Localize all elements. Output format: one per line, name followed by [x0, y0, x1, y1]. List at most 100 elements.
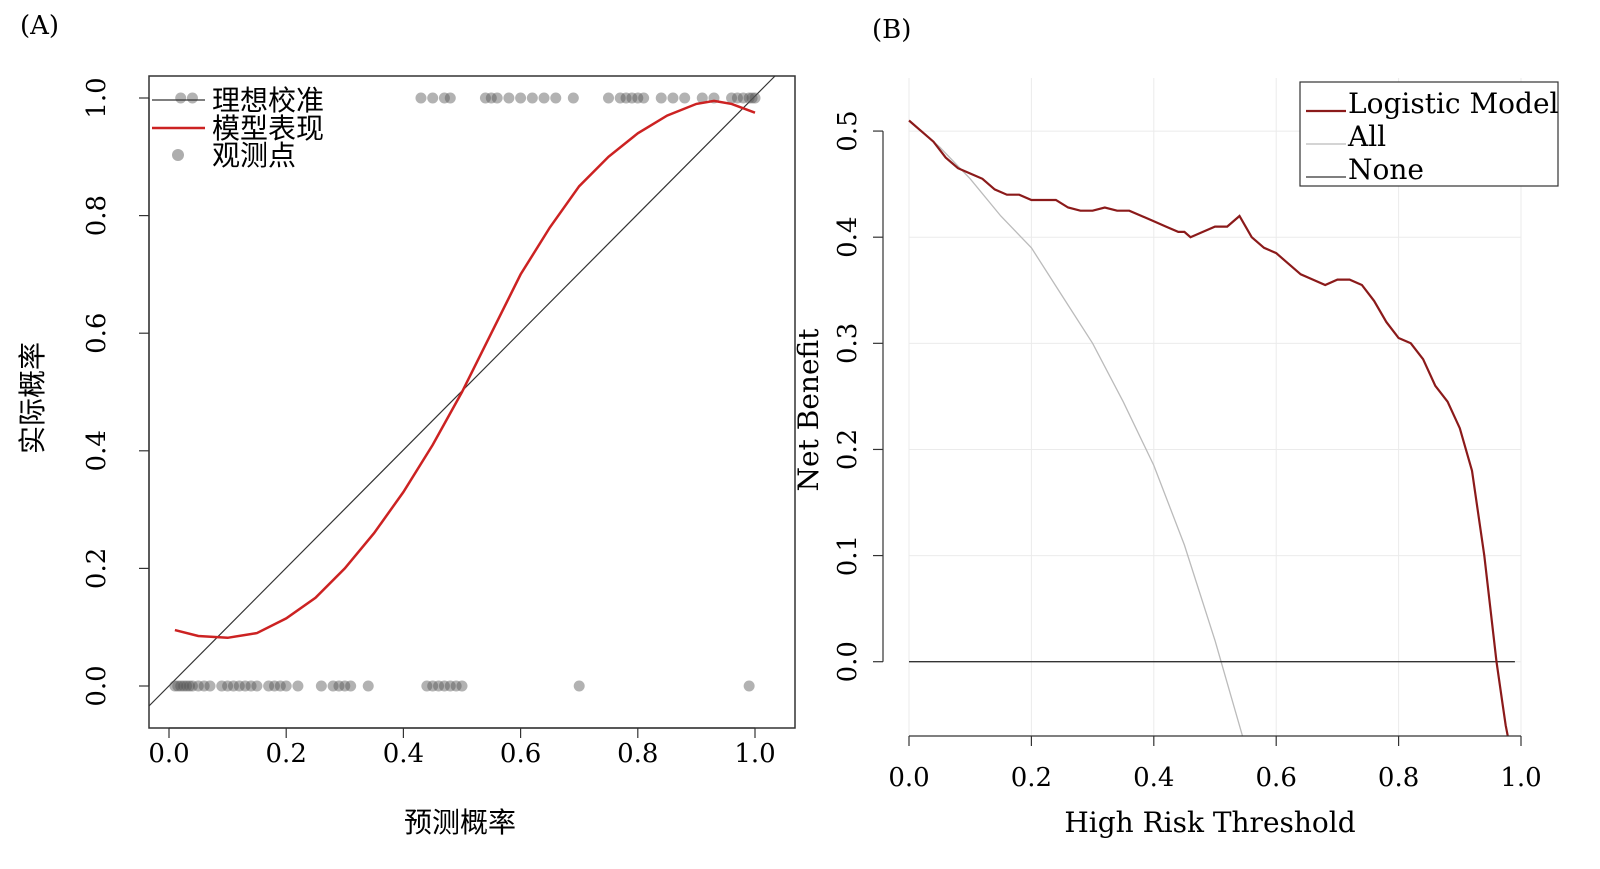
observed-point — [175, 680, 187, 692]
panel-a-x-axis: 0.0 0.2 0.4 0.6 0.8 1.0 — [148, 727, 776, 769]
panel-b-label: (B) — [872, 15, 911, 45]
panel-a-label: (A) — [20, 11, 59, 41]
observed-point — [427, 680, 439, 692]
observed-point — [538, 92, 550, 104]
panel-b-y-axis-title: Net Benefit — [792, 328, 825, 492]
observed-point — [438, 680, 450, 692]
observed-point — [175, 92, 187, 104]
observed-point — [726, 92, 738, 104]
x-tick-label: 0.4 — [383, 739, 424, 769]
observed-point — [362, 680, 374, 692]
observed-point — [679, 92, 691, 104]
observed-point — [181, 680, 193, 692]
y-tick-label: 0.6 — [82, 313, 112, 354]
all-line — [908, 120, 1244, 736]
y-tick-label: 0.8 — [82, 195, 112, 236]
observed-point — [186, 680, 198, 692]
observed-point — [216, 680, 228, 692]
x-tick-label: 0.0 — [148, 739, 189, 769]
x-tick-label: 0.8 — [617, 739, 658, 769]
observed-point — [503, 92, 515, 104]
observed-point — [198, 680, 210, 692]
observed-point — [233, 680, 245, 692]
legend-ideal-label: 理想校准 — [212, 84, 324, 117]
y-tick-label: 1.0 — [82, 77, 112, 118]
panel-a-data — [148, 75, 776, 707]
observed-point — [245, 680, 257, 692]
observed-point — [192, 680, 204, 692]
observed-point — [186, 92, 198, 104]
y-tick-label: 0.2 — [833, 429, 863, 470]
panel-b-x-axis-title: High Risk Threshold — [1064, 806, 1355, 839]
observed-point — [626, 92, 638, 104]
observed-point — [339, 680, 351, 692]
observed-point — [268, 680, 280, 692]
legend-model-label: 模型表现 — [212, 112, 324, 145]
legend-all-label: All — [1347, 120, 1386, 153]
observed-point — [655, 92, 667, 104]
y-tick-label: 0.4 — [82, 430, 112, 471]
observed-point — [251, 680, 263, 692]
observed-point — [450, 680, 462, 692]
panel-a: (A) 0.0 0.2 0.4 0.6 0.8 1.0 0.0 0.2 0.4 0.6 0.8 1.… — [16, 11, 796, 839]
observed-point — [746, 92, 758, 104]
y-tick-label: 0.5 — [833, 110, 863, 151]
y-tick-label: 0.2 — [82, 548, 112, 589]
panel-a-x-axis-title: 预测概率 — [404, 806, 516, 839]
panel-a-y-axis-title: 实际概率 — [16, 342, 49, 454]
observed-point — [749, 92, 761, 104]
observed-point — [737, 92, 749, 104]
observed-point — [485, 92, 497, 104]
observed-point — [567, 92, 579, 104]
x-tick-label: 1.0 — [734, 739, 775, 769]
panel-b-y-axis: 0.0 0.1 0.2 0.3 0.4 0.5 — [833, 110, 884, 682]
y-tick-label: 0.0 — [82, 665, 112, 706]
x-tick-label: 0.4 — [1133, 763, 1174, 793]
panel-b: (B) 0.0 0.2 0.4 0.6 0.8 1.0 0.0 0.1 0.2 0.3 0.4 0.… — [792, 15, 1559, 839]
observed-point — [603, 92, 614, 104]
x-tick-label: 0.2 — [1011, 763, 1052, 793]
x-tick-label: 1.0 — [1500, 763, 1541, 793]
observed-point — [444, 92, 456, 104]
logistic-model-line — [908, 119, 1509, 736]
legend-observed-swatch — [172, 149, 184, 161]
legend-logistic-label: Logistic Model — [1348, 87, 1559, 120]
observed-point — [433, 680, 445, 692]
observed-point — [345, 680, 357, 692]
observed-point — [456, 680, 468, 692]
observed-point — [731, 92, 743, 104]
legend-none-label: None — [1348, 153, 1424, 186]
observed-point — [327, 680, 339, 692]
x-tick-label: 0.6 — [500, 739, 541, 769]
observed-point — [184, 680, 196, 692]
panel-b-x-axis: 0.0 0.2 0.4 0.6 0.8 1.0 — [888, 735, 1542, 793]
observed-point — [227, 680, 239, 692]
observed-point — [438, 92, 450, 104]
x-tick-label: 0.8 — [1378, 763, 1419, 793]
panel-b-data — [908, 119, 1515, 736]
observed-point — [222, 680, 234, 692]
observed-point — [632, 92, 644, 104]
x-tick-label: 0.0 — [888, 763, 929, 793]
y-tick-label: 0.3 — [833, 323, 863, 364]
x-tick-label: 0.6 — [1256, 763, 1297, 793]
y-tick-label: 0.1 — [833, 535, 863, 576]
observed-point — [280, 680, 292, 692]
observed-point — [172, 680, 184, 692]
observed-point — [696, 92, 708, 104]
observed-point — [573, 680, 585, 692]
observed-point — [333, 680, 345, 692]
legend-box — [1299, 81, 1559, 187]
observed-point — [638, 92, 650, 104]
observed-point — [667, 92, 679, 104]
observed-point — [274, 680, 286, 692]
observed-point — [526, 92, 538, 104]
panel-a-plot-frame — [148, 75, 796, 729]
observed-point — [315, 680, 327, 692]
observed-point — [239, 680, 251, 692]
observed-point — [515, 92, 527, 104]
observed-point — [491, 92, 503, 104]
